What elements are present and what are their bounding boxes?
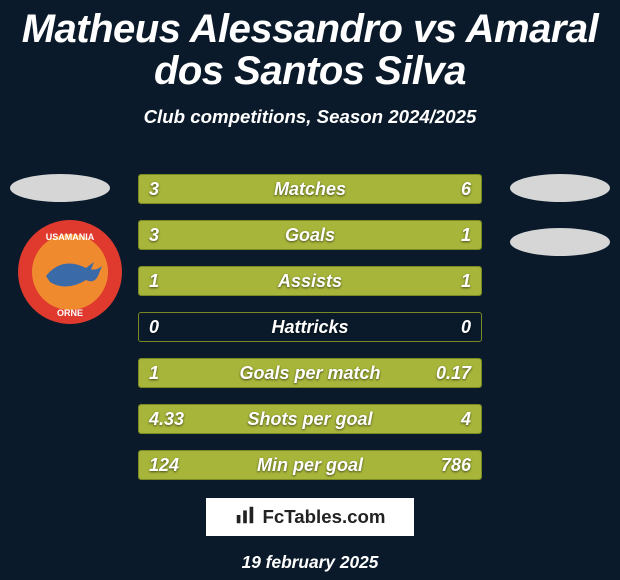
stat-label: Hattricks	[139, 313, 481, 341]
stat-value-right: 0	[451, 313, 481, 341]
stat-value-left: 1	[139, 267, 169, 295]
club-right-badge	[510, 228, 610, 256]
club-left-crest: USAMANIA ORNE	[16, 218, 124, 326]
brand-text: FcTables.com	[262, 506, 385, 528]
stat-value-right: 1	[451, 221, 481, 249]
stat-value-left: 0	[139, 313, 169, 341]
stat-value-left: 124	[139, 451, 189, 479]
page-title: Matheus Alessandro vs Amaral dos Santos …	[0, 0, 620, 92]
brand-badge: FcTables.com	[204, 496, 416, 538]
crest-top-text: USAMANIA	[46, 232, 95, 242]
stat-value-right: 786	[431, 451, 481, 479]
stat-row: Goals per match10.17	[138, 358, 482, 388]
stat-row: Goals3 1	[138, 220, 482, 250]
stat-label: Goals	[139, 221, 481, 249]
stat-value-left: 1	[139, 359, 169, 387]
stat-row: Matches3 6	[138, 174, 482, 204]
stat-row: Hattricks0 0	[138, 312, 482, 342]
stat-value-right: 1	[451, 267, 481, 295]
stat-label: Min per goal	[139, 451, 481, 479]
stat-label: Matches	[139, 175, 481, 203]
stat-value-right: 6	[451, 175, 481, 203]
player-right-badge	[510, 174, 610, 202]
stat-value-right: 0.17	[426, 359, 481, 387]
stat-value-left: 3	[139, 175, 169, 203]
bar-chart-icon	[234, 504, 256, 531]
stat-row: Shots per goal4.334	[138, 404, 482, 434]
page-subtitle: Club competitions, Season 2024/2025	[0, 106, 620, 128]
crest-bottom-text: ORNE	[57, 308, 83, 318]
footer-date: 19 february 2025	[0, 552, 620, 573]
stat-row: Assists1 1	[138, 266, 482, 296]
stat-row: Min per goal124 786	[138, 450, 482, 480]
stat-value-left: 3	[139, 221, 169, 249]
stat-value-left: 4.33	[139, 405, 194, 433]
stat-label: Assists	[139, 267, 481, 295]
player-left-badge	[10, 174, 110, 202]
stats-bars: Matches36Goals31Assists11Hattricks00Goal…	[138, 174, 482, 496]
stat-value-right: 4	[451, 405, 481, 433]
